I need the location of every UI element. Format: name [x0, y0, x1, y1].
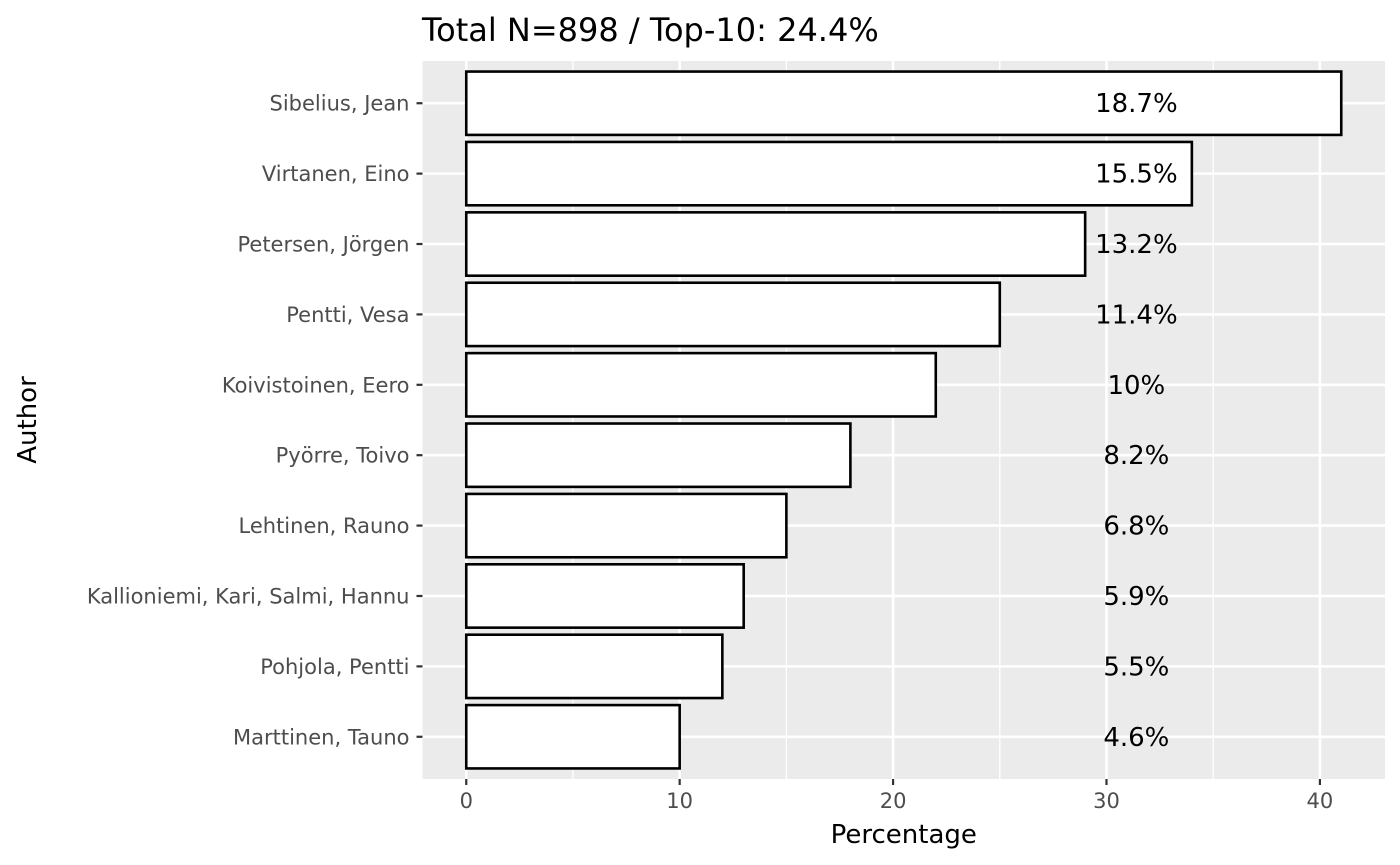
x-tick-label: 20	[880, 789, 907, 813]
y-tick-label: Marttinen, Tauno	[233, 725, 410, 749]
bar	[464, 351, 938, 418]
bar-data-label: 6.8%	[1103, 512, 1169, 542]
bar-data-label: 11.4%	[1095, 300, 1178, 330]
bar	[464, 281, 1002, 348]
y-axis: Sibelius, Jean Virtanen, Eino Petersen, Jö…	[87, 92, 423, 749]
bar-data-label: 5.9%	[1103, 582, 1169, 612]
bars	[464, 70, 1343, 770]
bar-data-label: 5.5%	[1103, 652, 1169, 682]
bar	[464, 563, 745, 629]
y-tick-label: Koivistoinen, Eero	[222, 373, 410, 397]
x-tick-label: 30	[1093, 789, 1120, 813]
x-tick-label: 10	[666, 789, 693, 813]
bar	[464, 492, 788, 559]
bar-data-label: 18.7%	[1095, 89, 1178, 119]
x-axis-title: Percentage	[831, 820, 977, 850]
bar	[464, 140, 1194, 207]
bar	[464, 70, 1343, 137]
bar	[464, 633, 724, 700]
x-tick-label: 0	[460, 789, 473, 813]
y-tick-label: Pyörre, Toivo	[276, 444, 410, 468]
bar-data-label: 15.5%	[1095, 160, 1178, 190]
chart-title: Total N=898 / Top-10: 24.4%	[421, 11, 879, 49]
y-tick-label: Lehtinen, Rauno	[239, 514, 410, 538]
y-tick-label: Petersen, Jörgen	[237, 233, 409, 257]
y-tick-label: Pentti, Vesa	[286, 303, 409, 327]
data-labels: 18.7% 15.5% 13.2% 11.4% 10% 8.2% 6.8% 5.9% 5.5% 4…	[1095, 89, 1178, 753]
y-tick-label: Pohjola, Pentti	[260, 655, 409, 679]
bar-data-label: 4.6%	[1103, 723, 1169, 753]
bar-data-label: 8.2%	[1103, 441, 1169, 471]
bar	[464, 211, 1087, 277]
x-axis: 0 10 20 30 40	[460, 779, 1334, 813]
bar-data-label: 13.2%	[1095, 230, 1178, 260]
bar	[464, 422, 852, 489]
x-tick-label: 40	[1307, 789, 1334, 813]
y-axis-title: Author	[13, 376, 43, 464]
bar	[464, 703, 681, 770]
bar-data-label: 10%	[1107, 371, 1165, 401]
y-tick-label: Virtanen, Eino	[262, 162, 410, 186]
y-tick-label: Kallioniemi, Kari, Salmi, Hannu	[87, 584, 410, 608]
y-tick-label: Sibelius, Jean	[270, 92, 410, 116]
